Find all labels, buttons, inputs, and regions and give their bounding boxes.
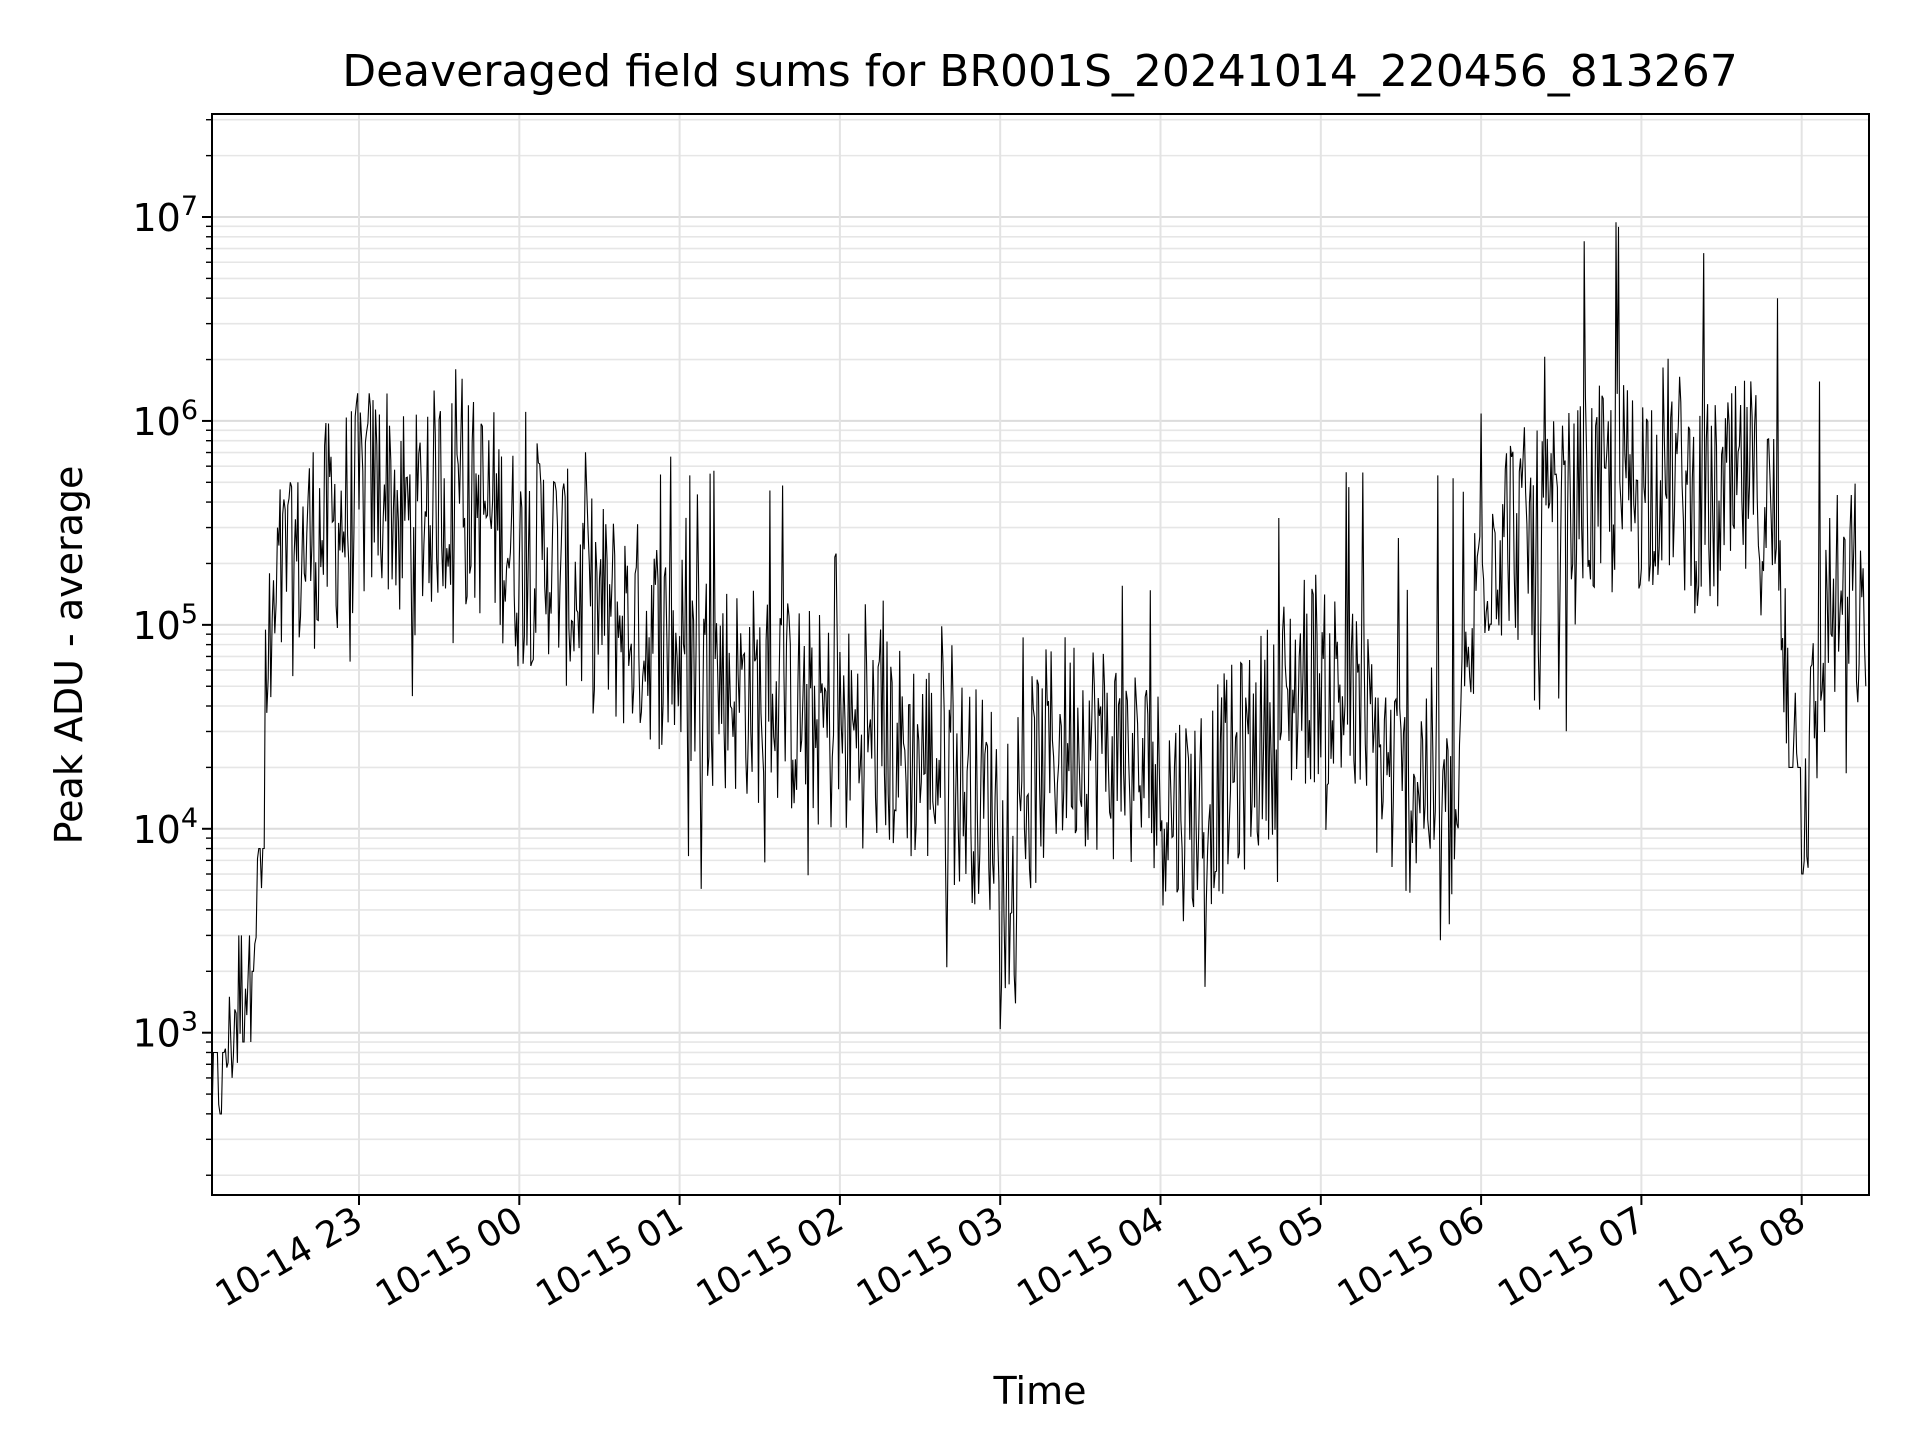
x-tick-label: 10-15 01	[529, 1199, 690, 1315]
y-tick-label: 105	[132, 599, 198, 648]
x-axis: 10-14 23 10-15 00 10-15 01 10-15 02 10-15 03…	[209, 1195, 1812, 1316]
x-tick-label: 10-15 03	[850, 1199, 1011, 1315]
x-axis-label: Time	[993, 1369, 1087, 1413]
y-tick-label: 103	[132, 1007, 198, 1056]
y-tick-label-exponent: 5	[181, 599, 198, 630]
chart-title: Deaveraged field sums for BR001S_2024101…	[342, 46, 1738, 97]
x-tick-label: 10-15 04	[1010, 1199, 1171, 1315]
x-tick-label: 10-15 02	[690, 1199, 851, 1315]
x-tick-label: 10-15 06	[1331, 1199, 1492, 1315]
y-tick-label-exponent: 3	[181, 1007, 198, 1038]
x-tick-label: 10-15 05	[1171, 1199, 1332, 1315]
x-tick-label: 10-15 00	[369, 1199, 530, 1315]
y-tick-label-base: 10	[132, 1012, 180, 1056]
y-tick-label-exponent: 4	[181, 803, 198, 834]
y-tick-label: 107	[132, 191, 198, 240]
y-tick-label: 106	[132, 395, 198, 444]
y-tick-label-exponent: 6	[181, 395, 198, 426]
y-axis-label: Peak ADU - average	[47, 466, 91, 845]
y-tick-label-base: 10	[132, 400, 180, 444]
series-line	[211, 222, 1867, 1115]
x-tick-label: 10-15 08	[1652, 1199, 1813, 1315]
y-tick-label: 104	[132, 803, 198, 852]
y-tick-label-exponent: 7	[181, 191, 198, 222]
y-tick-label-base: 10	[132, 808, 180, 852]
plot-frame	[211, 113, 1870, 1196]
y-tick-label-base: 10	[132, 196, 180, 240]
x-tick-label: 10-15 07	[1491, 1199, 1652, 1315]
x-tick-label: 10-14 23	[209, 1199, 370, 1315]
grid	[212, 114, 1869, 1195]
y-tick-label-base: 10	[132, 604, 180, 648]
